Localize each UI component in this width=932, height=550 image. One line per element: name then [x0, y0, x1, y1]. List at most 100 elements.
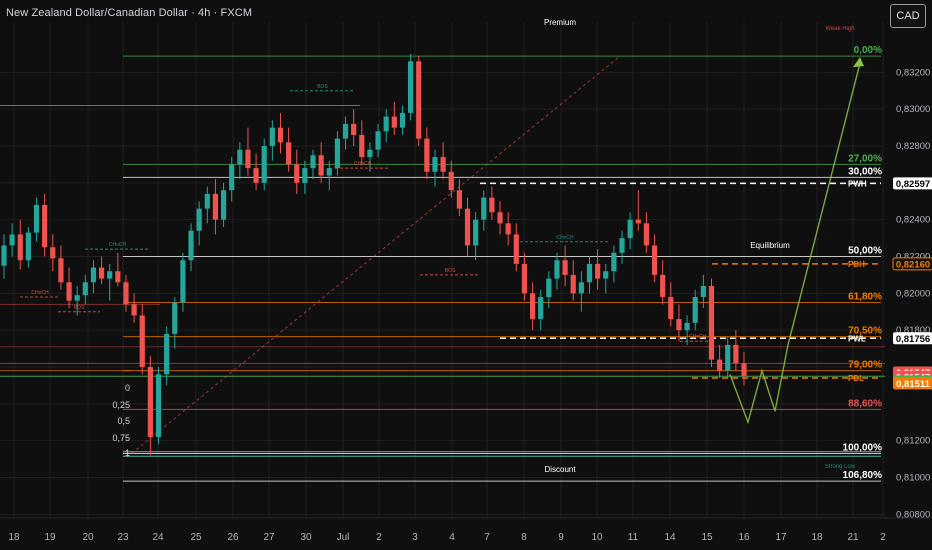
candles [1, 53, 747, 456]
price-tick-label: 0,80800 [896, 509, 930, 520]
fib-label: 106,80% [843, 470, 883, 481]
candle [220, 182, 227, 228]
candle-body [90, 267, 97, 283]
candle-body [733, 344, 739, 364]
structure-label: CHoCH [689, 334, 707, 340]
time-tick-label: 18 [811, 532, 823, 543]
zone-premium-label: Premium [544, 18, 576, 27]
price-badge-label: 0,81511 [896, 379, 931, 390]
candle [229, 157, 235, 202]
candle [700, 274, 706, 309]
candle-body [237, 149, 243, 165]
candle-body [416, 61, 422, 139]
left-fib-label: 0,5 [117, 416, 130, 426]
candle-body [424, 138, 430, 172]
candle [505, 212, 511, 246]
structure-label: BOS [317, 84, 328, 90]
candle-body [229, 164, 235, 191]
price-badge-label: 0,82597 [896, 179, 930, 190]
candle-body [448, 171, 454, 191]
time-tick-label: 16 [738, 532, 750, 543]
candle [643, 212, 650, 253]
candle [448, 160, 454, 198]
liquidity-label: PWH [848, 179, 867, 188]
candle [261, 138, 267, 191]
candle-body [196, 208, 202, 231]
candle [318, 142, 324, 183]
candle [578, 271, 584, 312]
fib-label: 30,00% [848, 166, 882, 177]
candle [635, 190, 641, 231]
candle-body [684, 322, 690, 331]
candle-body [489, 197, 495, 213]
candle-body [546, 278, 552, 298]
candle-body [700, 285, 706, 298]
candle [676, 304, 682, 342]
candle [245, 127, 251, 176]
candle-body [164, 333, 170, 375]
grid [0, 22, 885, 518]
candle [513, 223, 519, 272]
candle-body [180, 260, 186, 303]
fib-diagonal [126, 55, 621, 458]
candle [188, 223, 194, 272]
time-tick-label: 19 [44, 532, 56, 543]
candle-body [318, 155, 324, 176]
candle-body [42, 204, 48, 248]
currency-button[interactable]: CAD [890, 4, 926, 28]
candle-body [676, 319, 682, 331]
candle [9, 223, 15, 257]
candle-body [277, 127, 284, 143]
candle-body [708, 285, 715, 360]
candle [147, 355, 153, 456]
candle [359, 120, 365, 165]
structure-label: CHoCH [109, 242, 127, 248]
price-badge [893, 377, 932, 390]
left-fib-label: 1 [125, 448, 130, 458]
candle-body [407, 61, 414, 113]
candle-body [302, 168, 308, 183]
candle [464, 197, 471, 257]
price-badge-label: 0,81756 [896, 334, 930, 345]
candle-body [399, 112, 406, 128]
candle [286, 127, 292, 172]
candle-body [294, 164, 300, 183]
candle-body [473, 219, 479, 246]
candle [115, 252, 121, 286]
candle [554, 252, 560, 290]
time-tick-label: 4 [449, 532, 455, 543]
candle [684, 315, 690, 345]
candle [50, 234, 56, 272]
structure-label: CHoCH [556, 235, 574, 241]
candle [107, 263, 113, 301]
candle [180, 252, 186, 312]
structure-label: CHoCH [354, 161, 372, 167]
candle-body [595, 263, 601, 279]
candle [627, 212, 633, 250]
candle-body [139, 315, 145, 367]
structure-label: BOS [74, 305, 85, 311]
candle-body [188, 230, 194, 261]
candle [432, 149, 438, 187]
candle-body [481, 197, 487, 220]
price-tick-label: 0,82400 [896, 215, 930, 226]
candle [725, 337, 731, 379]
candle-body [651, 245, 658, 275]
price-tick-label: 0,81800 [896, 325, 930, 336]
candle-body [172, 302, 178, 334]
candle-body [131, 304, 137, 316]
candle-body [375, 131, 381, 150]
candle-body [220, 190, 227, 220]
candle [619, 230, 625, 264]
candle [1, 234, 7, 279]
candle [708, 278, 715, 367]
candle [326, 160, 332, 191]
candle [277, 112, 284, 154]
time-tick-label: 10 [591, 532, 603, 543]
candle [58, 245, 64, 290]
candle [416, 55, 422, 147]
candle-body [212, 193, 219, 220]
candle [17, 219, 23, 270]
